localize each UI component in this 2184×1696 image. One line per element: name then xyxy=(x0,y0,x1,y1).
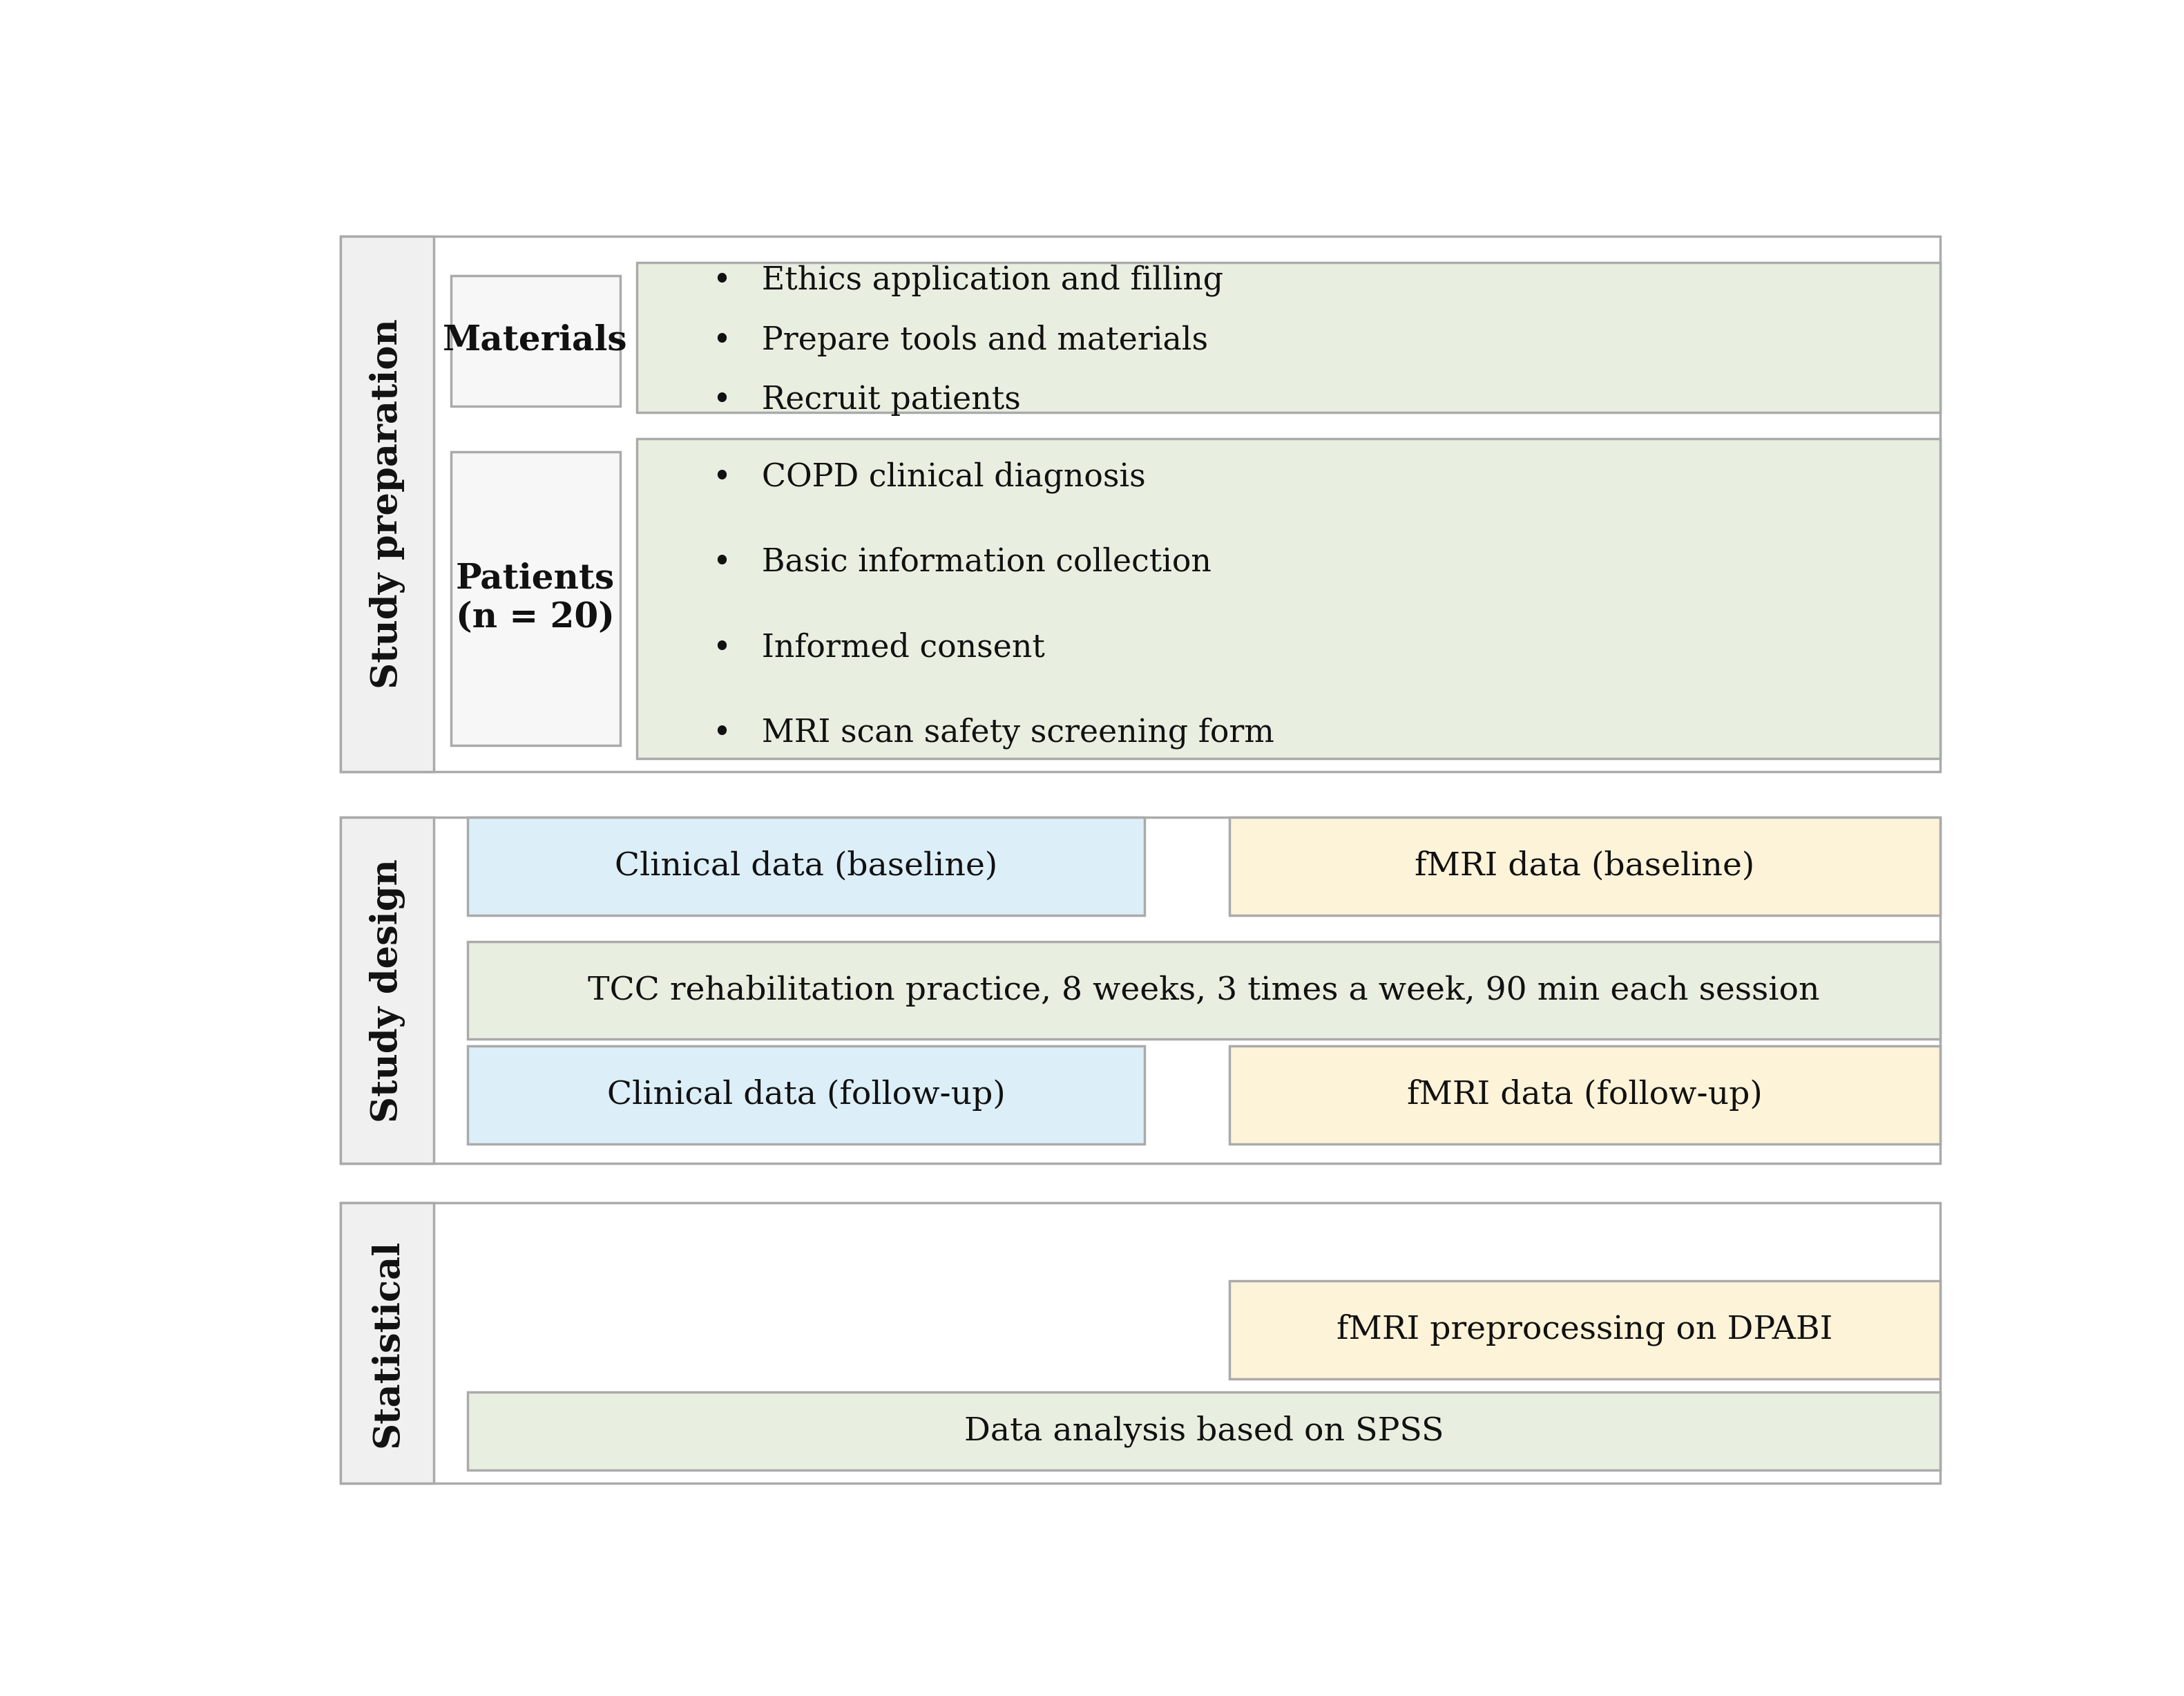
Text: •   MRI scan safety screening form: • MRI scan safety screening form xyxy=(712,717,1275,748)
FancyBboxPatch shape xyxy=(467,1392,1939,1470)
FancyBboxPatch shape xyxy=(1230,1280,1939,1379)
FancyBboxPatch shape xyxy=(1230,1046,1939,1143)
Text: Patients
(n = 20): Patients (n = 20) xyxy=(456,561,616,634)
FancyBboxPatch shape xyxy=(341,1202,435,1484)
FancyBboxPatch shape xyxy=(638,263,1939,412)
FancyBboxPatch shape xyxy=(467,941,1939,1040)
Text: Study design: Study design xyxy=(369,858,406,1123)
FancyBboxPatch shape xyxy=(638,439,1939,758)
FancyBboxPatch shape xyxy=(341,236,1939,772)
FancyBboxPatch shape xyxy=(1230,817,1939,916)
FancyBboxPatch shape xyxy=(341,817,1939,1163)
Text: TCC rehabilitation practice, 8 weeks, 3 times a week, 90 min each session: TCC rehabilitation practice, 8 weeks, 3 … xyxy=(587,975,1819,1006)
FancyBboxPatch shape xyxy=(341,817,435,1163)
Text: Clinical data (follow-up): Clinical data (follow-up) xyxy=(607,1079,1005,1111)
FancyBboxPatch shape xyxy=(467,1046,1144,1143)
Text: fMRI preprocessing on DPABI: fMRI preprocessing on DPABI xyxy=(1337,1314,1832,1347)
Text: •   Basic information collection: • Basic information collection xyxy=(712,546,1212,578)
Text: •   Recruit patients: • Recruit patients xyxy=(712,385,1022,416)
FancyBboxPatch shape xyxy=(450,275,620,405)
FancyBboxPatch shape xyxy=(341,236,435,772)
Text: Data analysis based on SPSS: Data analysis based on SPSS xyxy=(963,1414,1444,1447)
Text: Study preparation: Study preparation xyxy=(369,319,406,689)
FancyBboxPatch shape xyxy=(450,451,620,746)
Text: •   Ethics application and filling: • Ethics application and filling xyxy=(712,265,1223,297)
Text: fMRI data (follow-up): fMRI data (follow-up) xyxy=(1406,1079,1762,1111)
Text: Clinical data (baseline): Clinical data (baseline) xyxy=(614,851,998,882)
Text: fMRI data (baseline): fMRI data (baseline) xyxy=(1415,851,1754,882)
Text: Materials: Materials xyxy=(443,324,627,358)
Text: Statistical: Statistical xyxy=(369,1238,404,1447)
FancyBboxPatch shape xyxy=(341,1202,1939,1484)
Text: •   Informed consent: • Informed consent xyxy=(712,633,1046,663)
Text: •   COPD clinical diagnosis: • COPD clinical diagnosis xyxy=(712,461,1147,494)
Text: •   Prepare tools and materials: • Prepare tools and materials xyxy=(712,324,1208,356)
FancyBboxPatch shape xyxy=(467,817,1144,916)
